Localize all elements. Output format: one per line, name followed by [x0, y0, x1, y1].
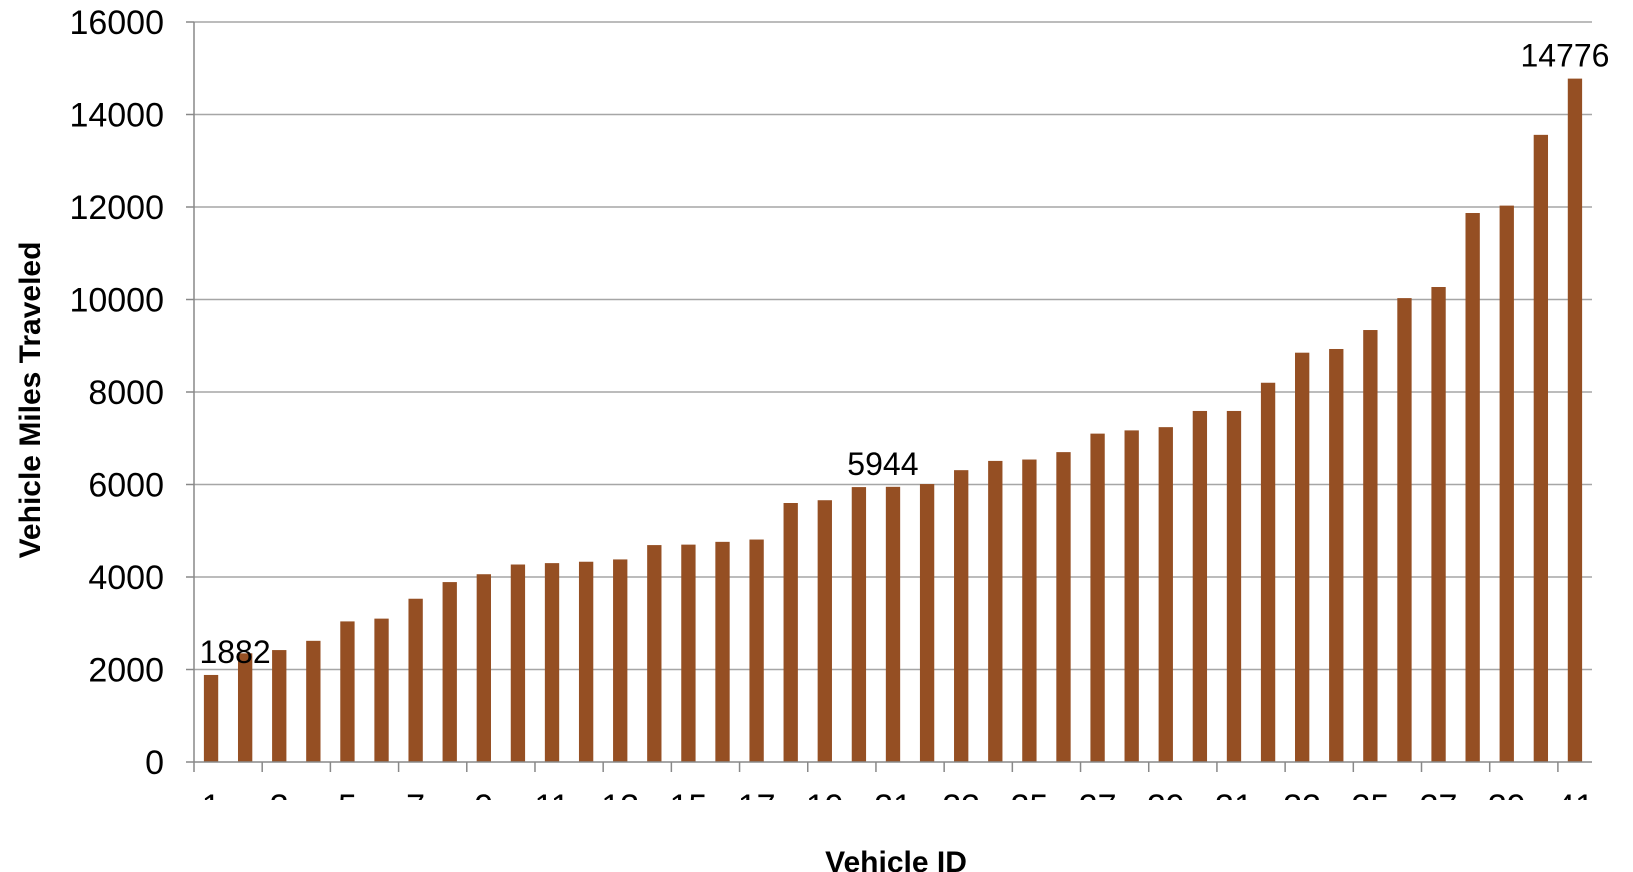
bar-36: [1397, 298, 1412, 762]
y-tick-labels: 0 2000 4000 6000 8000 10000 12000 14000 16000: [69, 4, 164, 782]
data-label: 5944: [847, 446, 918, 482]
bar-32: [1260, 382, 1276, 762]
bar-34: [1329, 348, 1344, 762]
y-axis-title: Vehicle Miles Traveled: [14, 242, 47, 559]
bars: [203, 78, 1583, 763]
bar-1: [203, 674, 219, 762]
bar-7: [408, 598, 423, 762]
data-label: 14776: [1520, 38, 1609, 74]
bar-2: [237, 653, 253, 762]
bar-23: [954, 470, 969, 762]
bar-35: [1363, 330, 1378, 762]
bar-33: [1295, 352, 1310, 762]
data-label: 1882: [199, 634, 270, 670]
bar-26: [1056, 452, 1071, 762]
bar-17: [749, 539, 764, 762]
bar-29: [1158, 427, 1173, 762]
bar-14: [647, 545, 662, 762]
bar-11: [544, 563, 560, 762]
bar-12: [578, 561, 594, 762]
bar-22: [919, 484, 935, 762]
bar-6: [374, 618, 389, 762]
bar-9: [476, 574, 491, 762]
bar-39: [1499, 205, 1514, 763]
bar-10: [510, 564, 526, 762]
y-tick-label: 4000: [88, 559, 164, 597]
y-tick-label: 6000: [88, 467, 164, 505]
bar-5: [340, 621, 355, 762]
bar-40: [1533, 134, 1549, 763]
y-tick-label: 0: [145, 744, 164, 782]
bar-20: [851, 487, 867, 762]
bar-38: [1465, 213, 1480, 762]
bar-15: [681, 544, 696, 762]
bar-8: [442, 582, 457, 762]
y-tick-label: 8000: [88, 374, 164, 412]
bar-21: [885, 486, 901, 762]
bar-30: [1192, 410, 1208, 762]
bar-37: [1431, 287, 1446, 762]
bar-18: [783, 503, 798, 762]
gridlines: [194, 21, 1592, 671]
y-tick-label: 10000: [69, 282, 164, 320]
bar-13: [613, 559, 628, 762]
data-labels: 1882 5944 14776: [199, 38, 1609, 670]
y-tick-label: 16000: [69, 4, 164, 42]
x-axis-title: Vehicle ID: [825, 846, 967, 872]
y-tick-label: 12000: [69, 189, 164, 227]
bar-24: [988, 460, 1003, 762]
bar-4: [306, 640, 321, 762]
bar-16: [715, 541, 730, 762]
bar-27: [1090, 433, 1105, 762]
bar-3: [272, 650, 287, 762]
label-clip-band: [174, 800, 1612, 840]
bar-25: [1022, 459, 1037, 762]
bar-19: [817, 500, 832, 762]
y-tick-label: 14000: [69, 97, 164, 135]
bar-28: [1124, 430, 1139, 762]
bar-41: [1567, 78, 1583, 763]
bar-31: [1226, 410, 1242, 762]
y-tick-label: 2000: [88, 652, 164, 690]
axes: [186, 21, 1592, 772]
